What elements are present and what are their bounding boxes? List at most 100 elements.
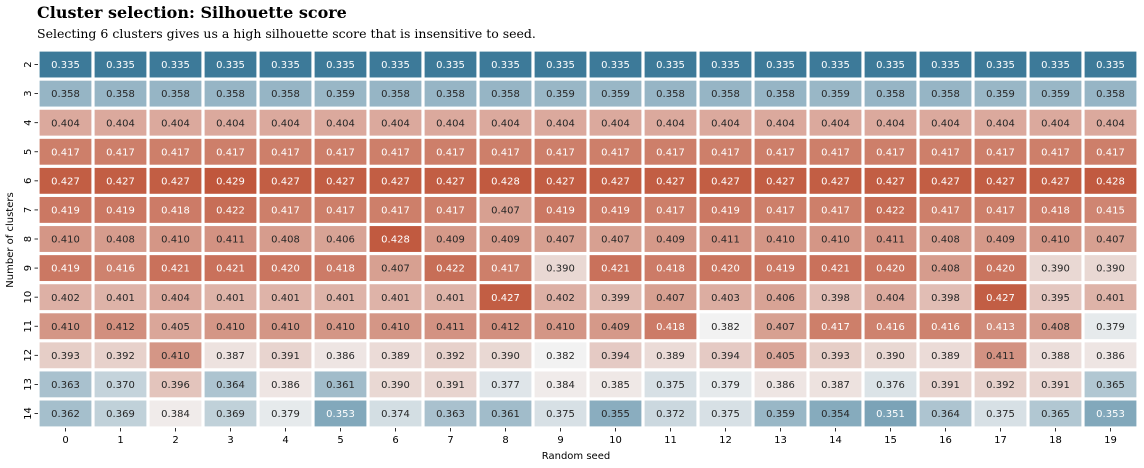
heatmap-cell [424,196,477,223]
y-tick-label: 11 [23,320,34,333]
cell-value-label: 0.386 [766,380,795,391]
heatmap-cell [534,109,587,136]
heatmap-cell [589,138,642,165]
cell-value-label: 0.401 [381,293,410,304]
y-tick-label: 7 [23,207,34,213]
x-tick-label: 3 [227,435,233,446]
heatmap-cell [644,109,697,136]
cell-value-label: 0.407 [766,322,795,333]
heatmap-cell [534,196,587,223]
heatmap-cell [479,284,532,311]
x-tick-label: 8 [502,435,508,446]
cell-value-label: 0.417 [766,206,795,217]
heatmap-cell [754,255,807,282]
heatmap-cell [314,284,367,311]
heatmap-cell [94,371,147,398]
cell-value-label: 0.417 [161,147,190,158]
cell-value-label: 0.413 [986,322,1015,333]
heatmap-cell [644,255,697,282]
cell-value-label: 0.379 [711,380,740,391]
cell-value-label: 0.392 [106,351,135,362]
heatmap-cell [94,400,147,427]
cell-value-label: 0.390 [1096,264,1125,275]
heatmap-cell [919,80,972,107]
heatmap-cell [589,196,642,223]
cell-value-label: 0.408 [931,235,960,246]
cell-value-label: 0.335 [1096,60,1125,71]
heatmap-cell [94,51,147,78]
heatmap-cell [754,167,807,194]
cell-value-label: 0.382 [711,322,740,333]
cell-value-label: 0.359 [326,89,355,100]
cell-value-label: 0.387 [216,351,245,362]
cell-value-label: 0.398 [821,293,850,304]
cell-value-label: 0.419 [106,206,135,217]
cell-value-label: 0.428 [1096,176,1125,187]
heatmap-cell [369,51,422,78]
heatmap-cell [864,313,917,340]
heatmap-cell [919,400,972,427]
cell-value-label: 0.335 [601,60,630,71]
heatmap-cell [1029,196,1082,223]
heatmap-cell [699,255,752,282]
heatmap-cell [699,226,752,252]
x-tick-label: 2 [172,435,178,446]
cell-value-label: 0.409 [986,235,1015,246]
heatmap-cell [644,80,697,107]
x-tick-label: 7 [447,435,453,446]
heatmap-cell [699,80,752,107]
heatmap-cell [589,371,642,398]
x-tick-label: 13 [774,435,787,446]
cell-value-label: 0.386 [1096,351,1125,362]
heatmap-cell [534,313,587,340]
x-tick-label: 11 [664,435,677,446]
heatmap-cell [314,255,367,282]
cell-value-label: 0.391 [1041,380,1070,391]
cell-value-label: 0.369 [216,409,245,420]
x-tick-label: 15 [884,435,897,446]
cell-value-label: 0.409 [656,235,685,246]
heatmap-cell [589,226,642,252]
heatmap-cell [39,313,92,340]
cell-value-label: 0.427 [381,176,410,187]
cell-value-label: 0.404 [326,118,355,129]
heatmap-cell [809,371,862,398]
heatmap-cell [424,342,477,369]
cell-value-label: 0.377 [491,380,520,391]
cell-value-label: 0.390 [381,380,410,391]
x-tick-label: 1 [117,435,123,446]
heatmap-cell [259,80,312,107]
heatmap-cell [149,80,202,107]
cell-value-label: 0.335 [986,60,1015,71]
cell-value-label: 0.417 [216,147,245,158]
cell-value-label: 0.364 [216,380,245,391]
heatmap-cell [204,196,257,223]
cell-value-label: 0.335 [436,60,465,71]
heatmap-cell [974,342,1027,369]
cell-value-label: 0.404 [931,118,960,129]
heatmap-cell [94,313,147,340]
cell-value-label: 0.410 [161,351,190,362]
cell-value-label: 0.412 [491,322,520,333]
cell-value-label: 0.404 [161,293,190,304]
heatmap-cell [369,109,422,136]
heatmap-cell [1029,400,1082,427]
heatmap-cell [149,109,202,136]
cell-value-label: 0.407 [656,293,685,304]
heatmap-cell [754,400,807,427]
chart-subtitle: Selecting 6 clusters gives us a high sil… [37,26,536,41]
heatmap-cell [204,167,257,194]
heatmap-cell [424,284,477,311]
heatmap-cell [314,80,367,107]
heatmap-cell [1084,284,1137,311]
heatmap-cell [369,196,422,223]
cell-value-label: 0.417 [821,206,850,217]
heatmap-cell [1029,255,1082,282]
heatmap-cell [259,342,312,369]
cell-value-label: 0.402 [546,293,575,304]
heatmap-cell [809,255,862,282]
heatmap-cell [479,371,532,398]
cell-value-label: 0.422 [436,264,465,275]
cell-value-label: 0.401 [1096,293,1125,304]
heatmap-cell [644,51,697,78]
